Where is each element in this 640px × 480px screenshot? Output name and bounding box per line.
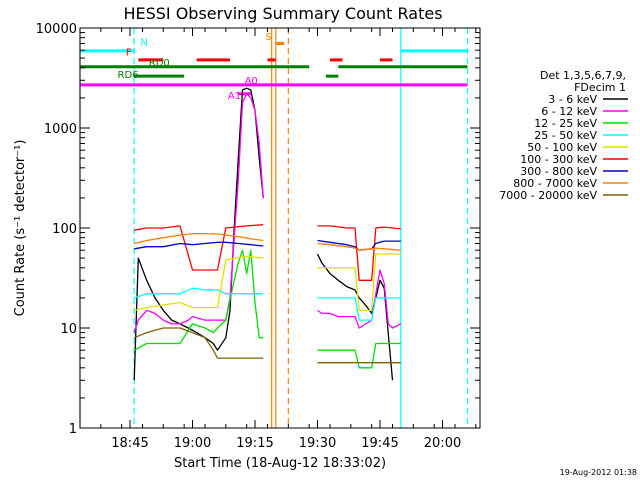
series-line-0	[133, 87, 394, 381]
chart-title: HESSI Observing Summary Count Rates	[123, 4, 442, 23]
legend-header-detectors: Det 1,3,5,6,7,9,	[540, 69, 626, 82]
x-axis-label: Start Time (18-Aug-12 18:33:02)	[174, 456, 386, 471]
legend-header-decimation: FDecim 1	[574, 81, 626, 94]
legend-label-0: 3 - 6 keV	[548, 93, 597, 106]
legend-label-4: 50 - 100 keV	[527, 141, 597, 154]
legend-label-6: 300 - 800 keV	[520, 165, 597, 178]
series-line-6	[134, 239, 401, 251]
flag-label-rd6: RD6	[118, 70, 139, 81]
flag-label-rd0: RD0	[149, 58, 170, 69]
series-line-3	[133, 287, 401, 321]
legend-label-5: 100 - 300 keV	[520, 153, 597, 166]
series-line-7	[134, 232, 401, 251]
timestamp: 19-Aug-2012 01:38	[560, 468, 637, 477]
x-tick-label-5: 20:00	[424, 436, 461, 451]
y-tick-label-1: 10	[60, 322, 77, 337]
y-tick-label-4: 10000	[36, 22, 77, 37]
legend-label-2: 12 - 25 keV	[534, 117, 597, 130]
series-line-5	[134, 224, 401, 281]
y-axis-label: Count Rate (s⁻¹ detector⁻¹)	[13, 140, 28, 317]
x-tick-label-4: 19:45	[361, 436, 398, 451]
y-tick-label-0: 1	[69, 422, 77, 437]
x-tick-label-2: 19:15	[236, 436, 273, 451]
y-tick-label-3: 1000	[44, 122, 77, 137]
series-line-4	[134, 253, 401, 312]
legend-label-7: 800 - 7000 keV	[513, 177, 597, 190]
flag-label-a0: A0	[245, 76, 258, 87]
flag-label-f: F	[126, 48, 132, 59]
plot-frame	[79, 27, 481, 429]
x-tick-label-3: 19:30	[299, 436, 336, 451]
y-tick-label-2: 100	[52, 222, 77, 237]
flag-label-a1: A1	[228, 91, 241, 102]
flag-label-n: N	[140, 37, 147, 48]
series-line-8	[133, 327, 401, 364]
series-line-1	[133, 93, 402, 333]
x-tick-label-1: 19:00	[174, 436, 211, 451]
legend-label-3: 25 - 50 keV	[534, 129, 597, 142]
flag-label-s: S	[265, 32, 271, 43]
legend-label-8: 7000 - 20000 keV	[499, 189, 597, 202]
x-tick-label-0: 18:45	[111, 436, 148, 451]
series-line-2	[133, 249, 401, 369]
legend-label-1: 6 - 12 keV	[541, 105, 597, 118]
